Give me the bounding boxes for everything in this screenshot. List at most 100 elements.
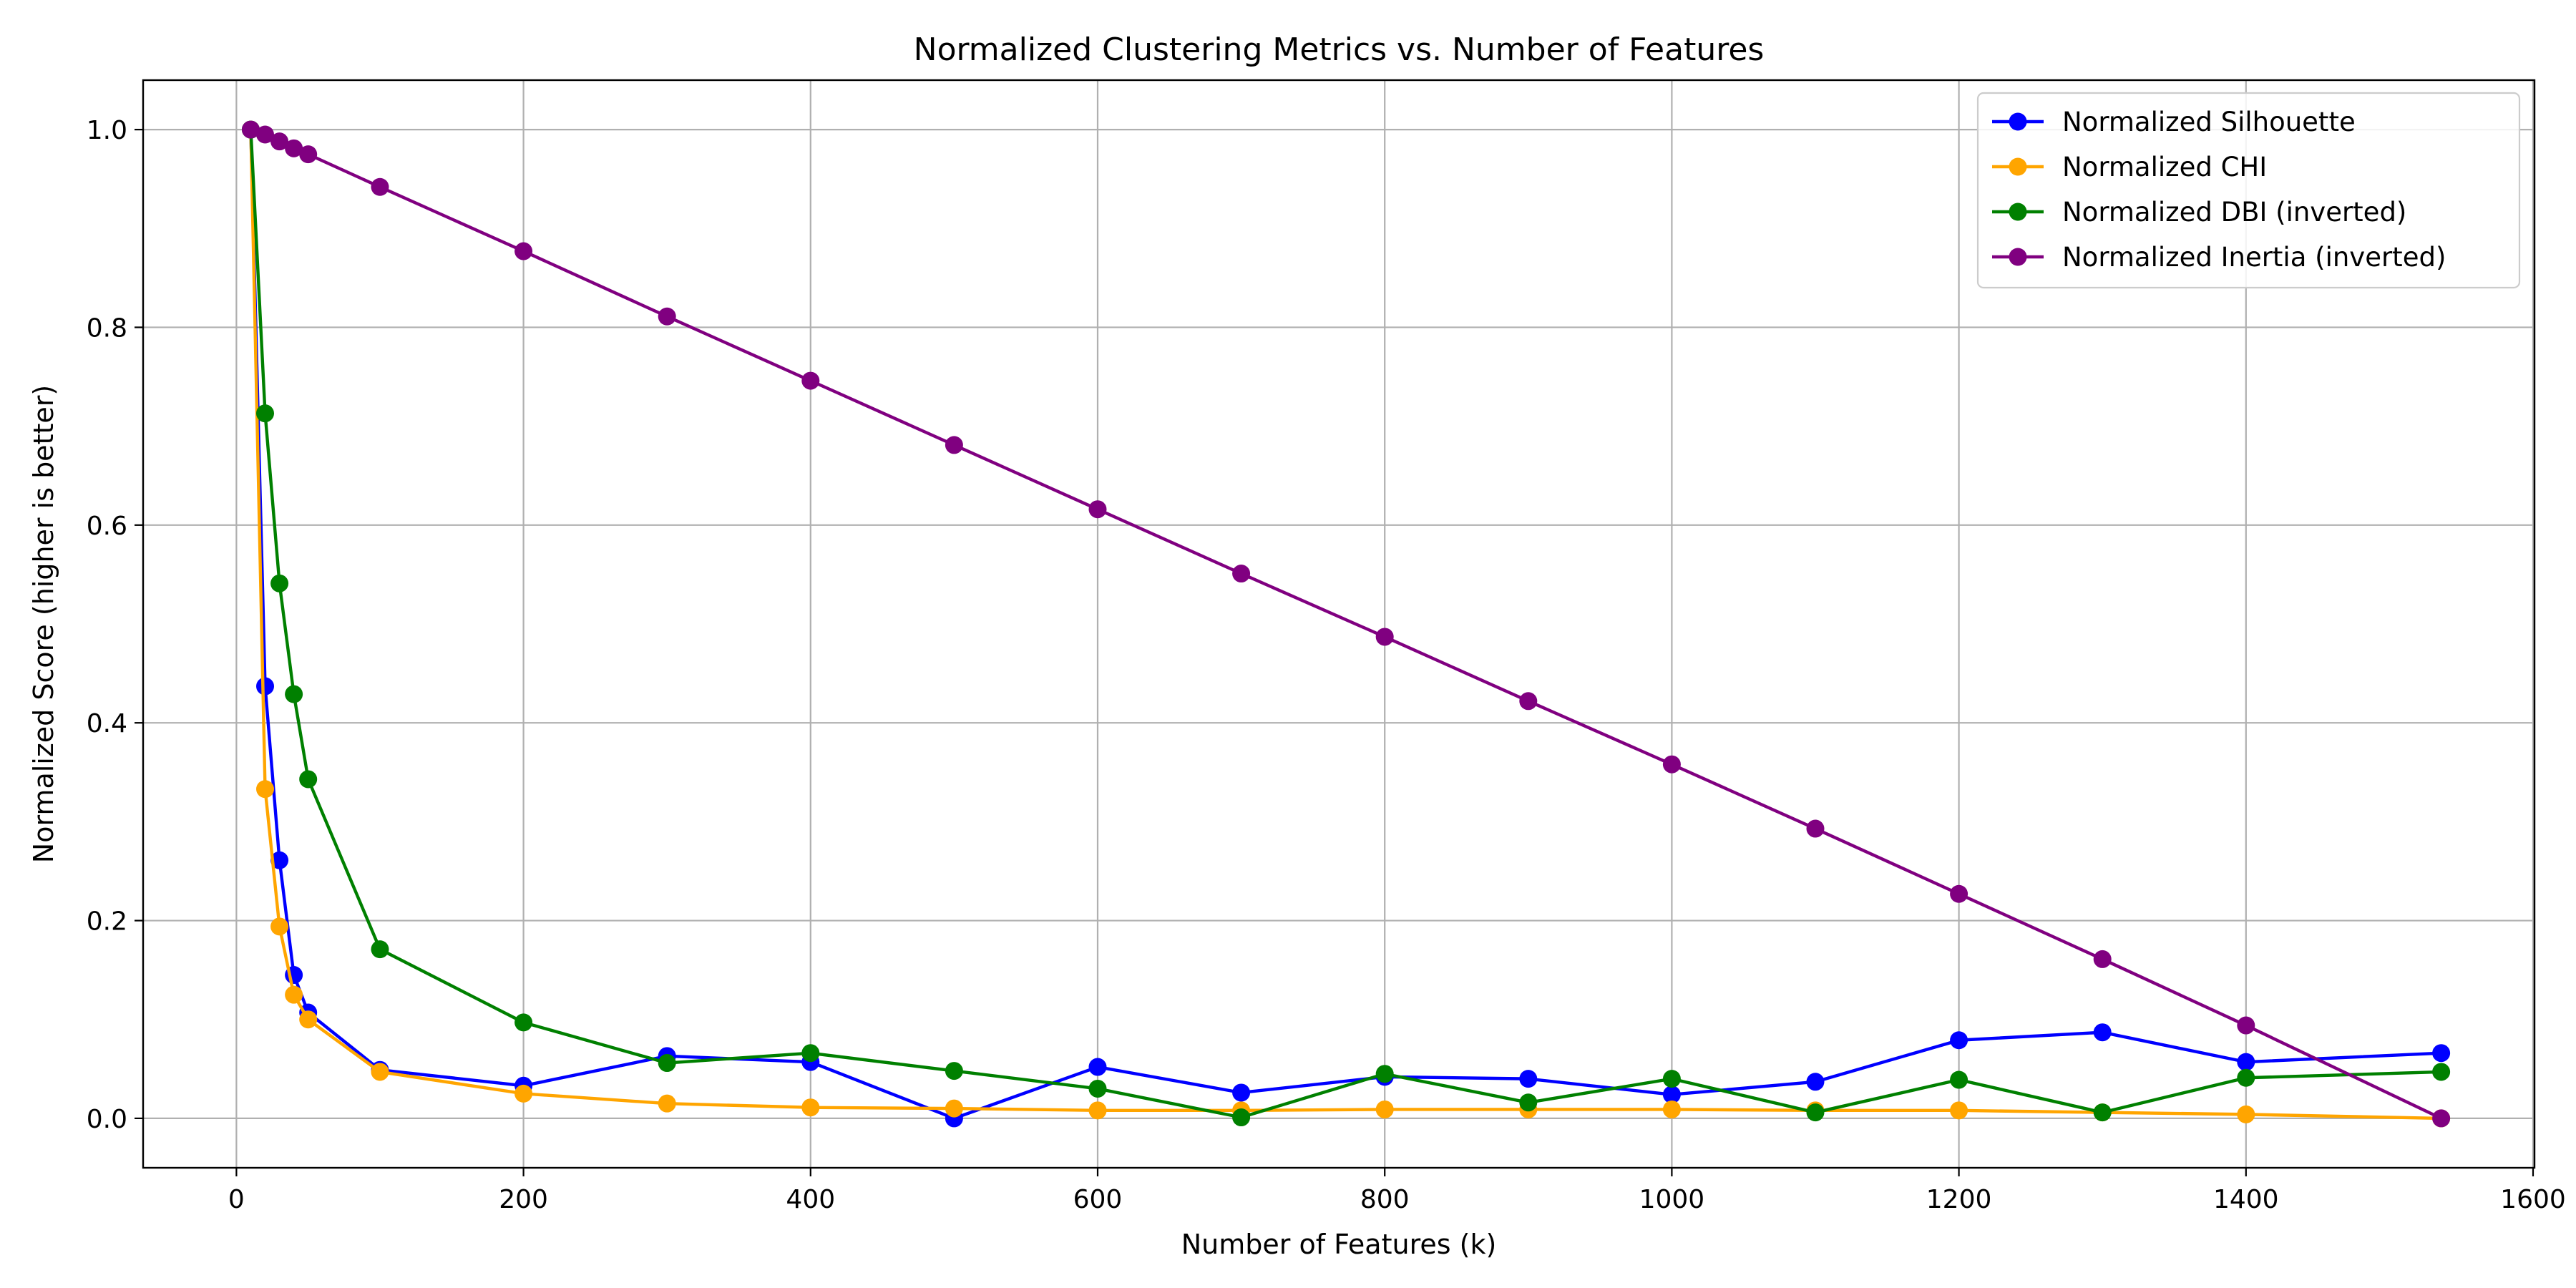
x-tick-label: 0 — [228, 1185, 245, 1214]
data-point-normalized-dbi-inverted — [371, 940, 389, 959]
data-point-normalized-chi — [1088, 1101, 1107, 1120]
data-point-normalized-chi — [299, 1010, 318, 1029]
data-point-normalized-dbi-inverted — [1806, 1103, 1825, 1122]
legend: Normalized Silhouette Normalized CHI Norma… — [1976, 92, 2521, 289]
data-point-normalized-chi — [658, 1094, 676, 1113]
data-point-normalized-inertia-inverted — [1950, 884, 1968, 903]
legend-item: Normalized Inertia (inverted) — [1992, 242, 2446, 273]
legend-item: Normalized Silhouette — [1992, 107, 2356, 137]
y-axis-title: Normalized Score (higher is better) — [28, 385, 59, 863]
data-point-normalized-dbi-inverted — [1375, 1065, 1394, 1083]
x-tick-label: 1400 — [2213, 1185, 2279, 1214]
data-point-normalized-dbi-inverted — [658, 1054, 676, 1073]
data-point-normalized-chi — [514, 1084, 533, 1103]
y-tick-label: 0.0 — [87, 1105, 127, 1134]
data-point-normalized-chi — [1950, 1101, 1968, 1120]
series-layer — [241, 120, 2451, 1128]
data-point-normalized-inertia-inverted — [1662, 755, 1681, 774]
data-point-normalized-chi — [945, 1099, 963, 1118]
x-tick-label: 1200 — [1926, 1185, 1992, 1214]
data-point-normalized-inertia-inverted — [1375, 628, 1394, 646]
data-point-normalized-dbi-inverted — [1519, 1093, 1538, 1112]
legend-swatch-marker — [2009, 157, 2027, 176]
data-point-normalized-inertia-inverted — [241, 120, 260, 139]
data-point-normalized-dbi-inverted — [1950, 1070, 1968, 1089]
data-point-normalized-silhouette — [256, 677, 275, 696]
data-point-normalized-inertia-inverted — [801, 371, 820, 390]
data-point-normalized-chi — [371, 1063, 389, 1081]
x-tick-label: 200 — [499, 1185, 548, 1214]
y-tick-label: 0.4 — [87, 709, 127, 738]
data-point-normalized-inertia-inverted — [270, 132, 289, 151]
data-point-normalized-chi — [2237, 1105, 2255, 1123]
x-tick-label: 1000 — [1639, 1185, 1705, 1214]
x-tick-label: 400 — [786, 1185, 835, 1214]
data-point-normalized-dbi-inverted — [514, 1013, 533, 1032]
data-point-normalized-inertia-inverted — [658, 307, 676, 326]
legend-label: Normalized Inertia (inverted) — [2062, 242, 2446, 273]
legend-box — [1976, 92, 2521, 289]
data-point-normalized-inertia-inverted — [299, 145, 318, 164]
data-point-normalized-silhouette — [2093, 1023, 2112, 1042]
data-point-normalized-dbi-inverted — [1662, 1070, 1681, 1088]
data-point-normalized-dbi-inverted — [256, 404, 275, 423]
x-tick-label: 600 — [1073, 1185, 1123, 1214]
chart-title: Normalized Clustering Metrics vs. Number… — [914, 31, 1765, 68]
data-point-normalized-inertia-inverted — [256, 125, 275, 144]
y-tick-label: 0.6 — [87, 512, 127, 541]
data-point-normalized-silhouette — [1806, 1073, 1825, 1091]
series-line-normalized-dbi-inverted — [249, 129, 2441, 1119]
x-axis-title: Number of Features (k) — [1181, 1229, 1497, 1260]
data-point-normalized-silhouette — [1950, 1031, 1968, 1050]
legend-item: Normalized DBI (inverted) — [1992, 197, 2406, 228]
data-point-normalized-inertia-inverted — [1806, 819, 1825, 838]
data-point-normalized-inertia-inverted — [371, 177, 389, 196]
data-point-normalized-inertia-inverted — [514, 242, 533, 260]
x-tick-label: 800 — [1360, 1185, 1410, 1214]
data-point-normalized-silhouette — [1088, 1058, 1107, 1076]
data-point-normalized-chi — [256, 780, 275, 799]
legend-label: Normalized Silhouette — [2062, 107, 2356, 137]
data-point-normalized-inertia-inverted — [2093, 950, 2112, 968]
y-tick-label: 0.2 — [87, 907, 127, 937]
plot-frame — [142, 79, 2536, 1169]
data-point-normalized-dbi-inverted — [1088, 1079, 1107, 1098]
data-point-normalized-chi — [1375, 1100, 1394, 1118]
data-point-normalized-dbi-inverted — [299, 770, 318, 789]
data-point-normalized-inertia-inverted — [945, 436, 963, 454]
ticks-layer: 0 200 400 600 800 1000 1200 1400 1600 0.0 0.2 0.4 0.… — [87, 116, 2566, 1214]
data-point-normalized-dbi-inverted — [1232, 1108, 1251, 1127]
data-point-normalized-silhouette — [1662, 1085, 1681, 1104]
x-tick-label: 1600 — [2500, 1185, 2566, 1214]
data-point-normalized-dbi-inverted — [2432, 1063, 2451, 1081]
data-point-normalized-dbi-inverted — [945, 1062, 963, 1080]
data-point-normalized-inertia-inverted — [285, 139, 303, 157]
data-point-normalized-silhouette — [1232, 1083, 1251, 1102]
data-point-normalized-silhouette — [1519, 1070, 1538, 1088]
data-point-normalized-inertia-inverted — [1088, 500, 1107, 519]
data-point-normalized-silhouette — [2237, 1053, 2255, 1071]
data-point-normalized-inertia-inverted — [1232, 565, 1251, 583]
series-normalized-chi — [241, 120, 2451, 1128]
data-point-normalized-inertia-inverted — [2432, 1109, 2451, 1128]
legend-label: Normalized DBI (inverted) — [2062, 197, 2406, 228]
data-point-normalized-dbi-inverted — [270, 574, 289, 592]
legend-label: Normalized CHI — [2062, 152, 2267, 182]
data-point-normalized-dbi-inverted — [2093, 1103, 2112, 1122]
data-point-normalized-inertia-inverted — [2237, 1016, 2255, 1035]
data-point-normalized-dbi-inverted — [2237, 1068, 2255, 1087]
y-tick-label: 1.0 — [87, 116, 127, 145]
legend-swatch-marker — [2009, 248, 2027, 266]
data-point-normalized-chi — [285, 985, 303, 1004]
data-point-normalized-chi — [801, 1098, 820, 1117]
series-normalized-inertia-inverted — [241, 120, 2451, 1128]
data-point-normalized-silhouette — [270, 851, 289, 869]
legend-swatch-marker — [2009, 112, 2027, 131]
legend-item: Normalized CHI — [1992, 152, 2267, 182]
data-point-normalized-chi — [1662, 1100, 1681, 1118]
y-tick-label: 0.8 — [87, 313, 127, 343]
data-point-normalized-inertia-inverted — [1519, 692, 1538, 711]
legend-swatch-marker — [2009, 203, 2027, 221]
data-point-normalized-silhouette — [2432, 1044, 2451, 1063]
